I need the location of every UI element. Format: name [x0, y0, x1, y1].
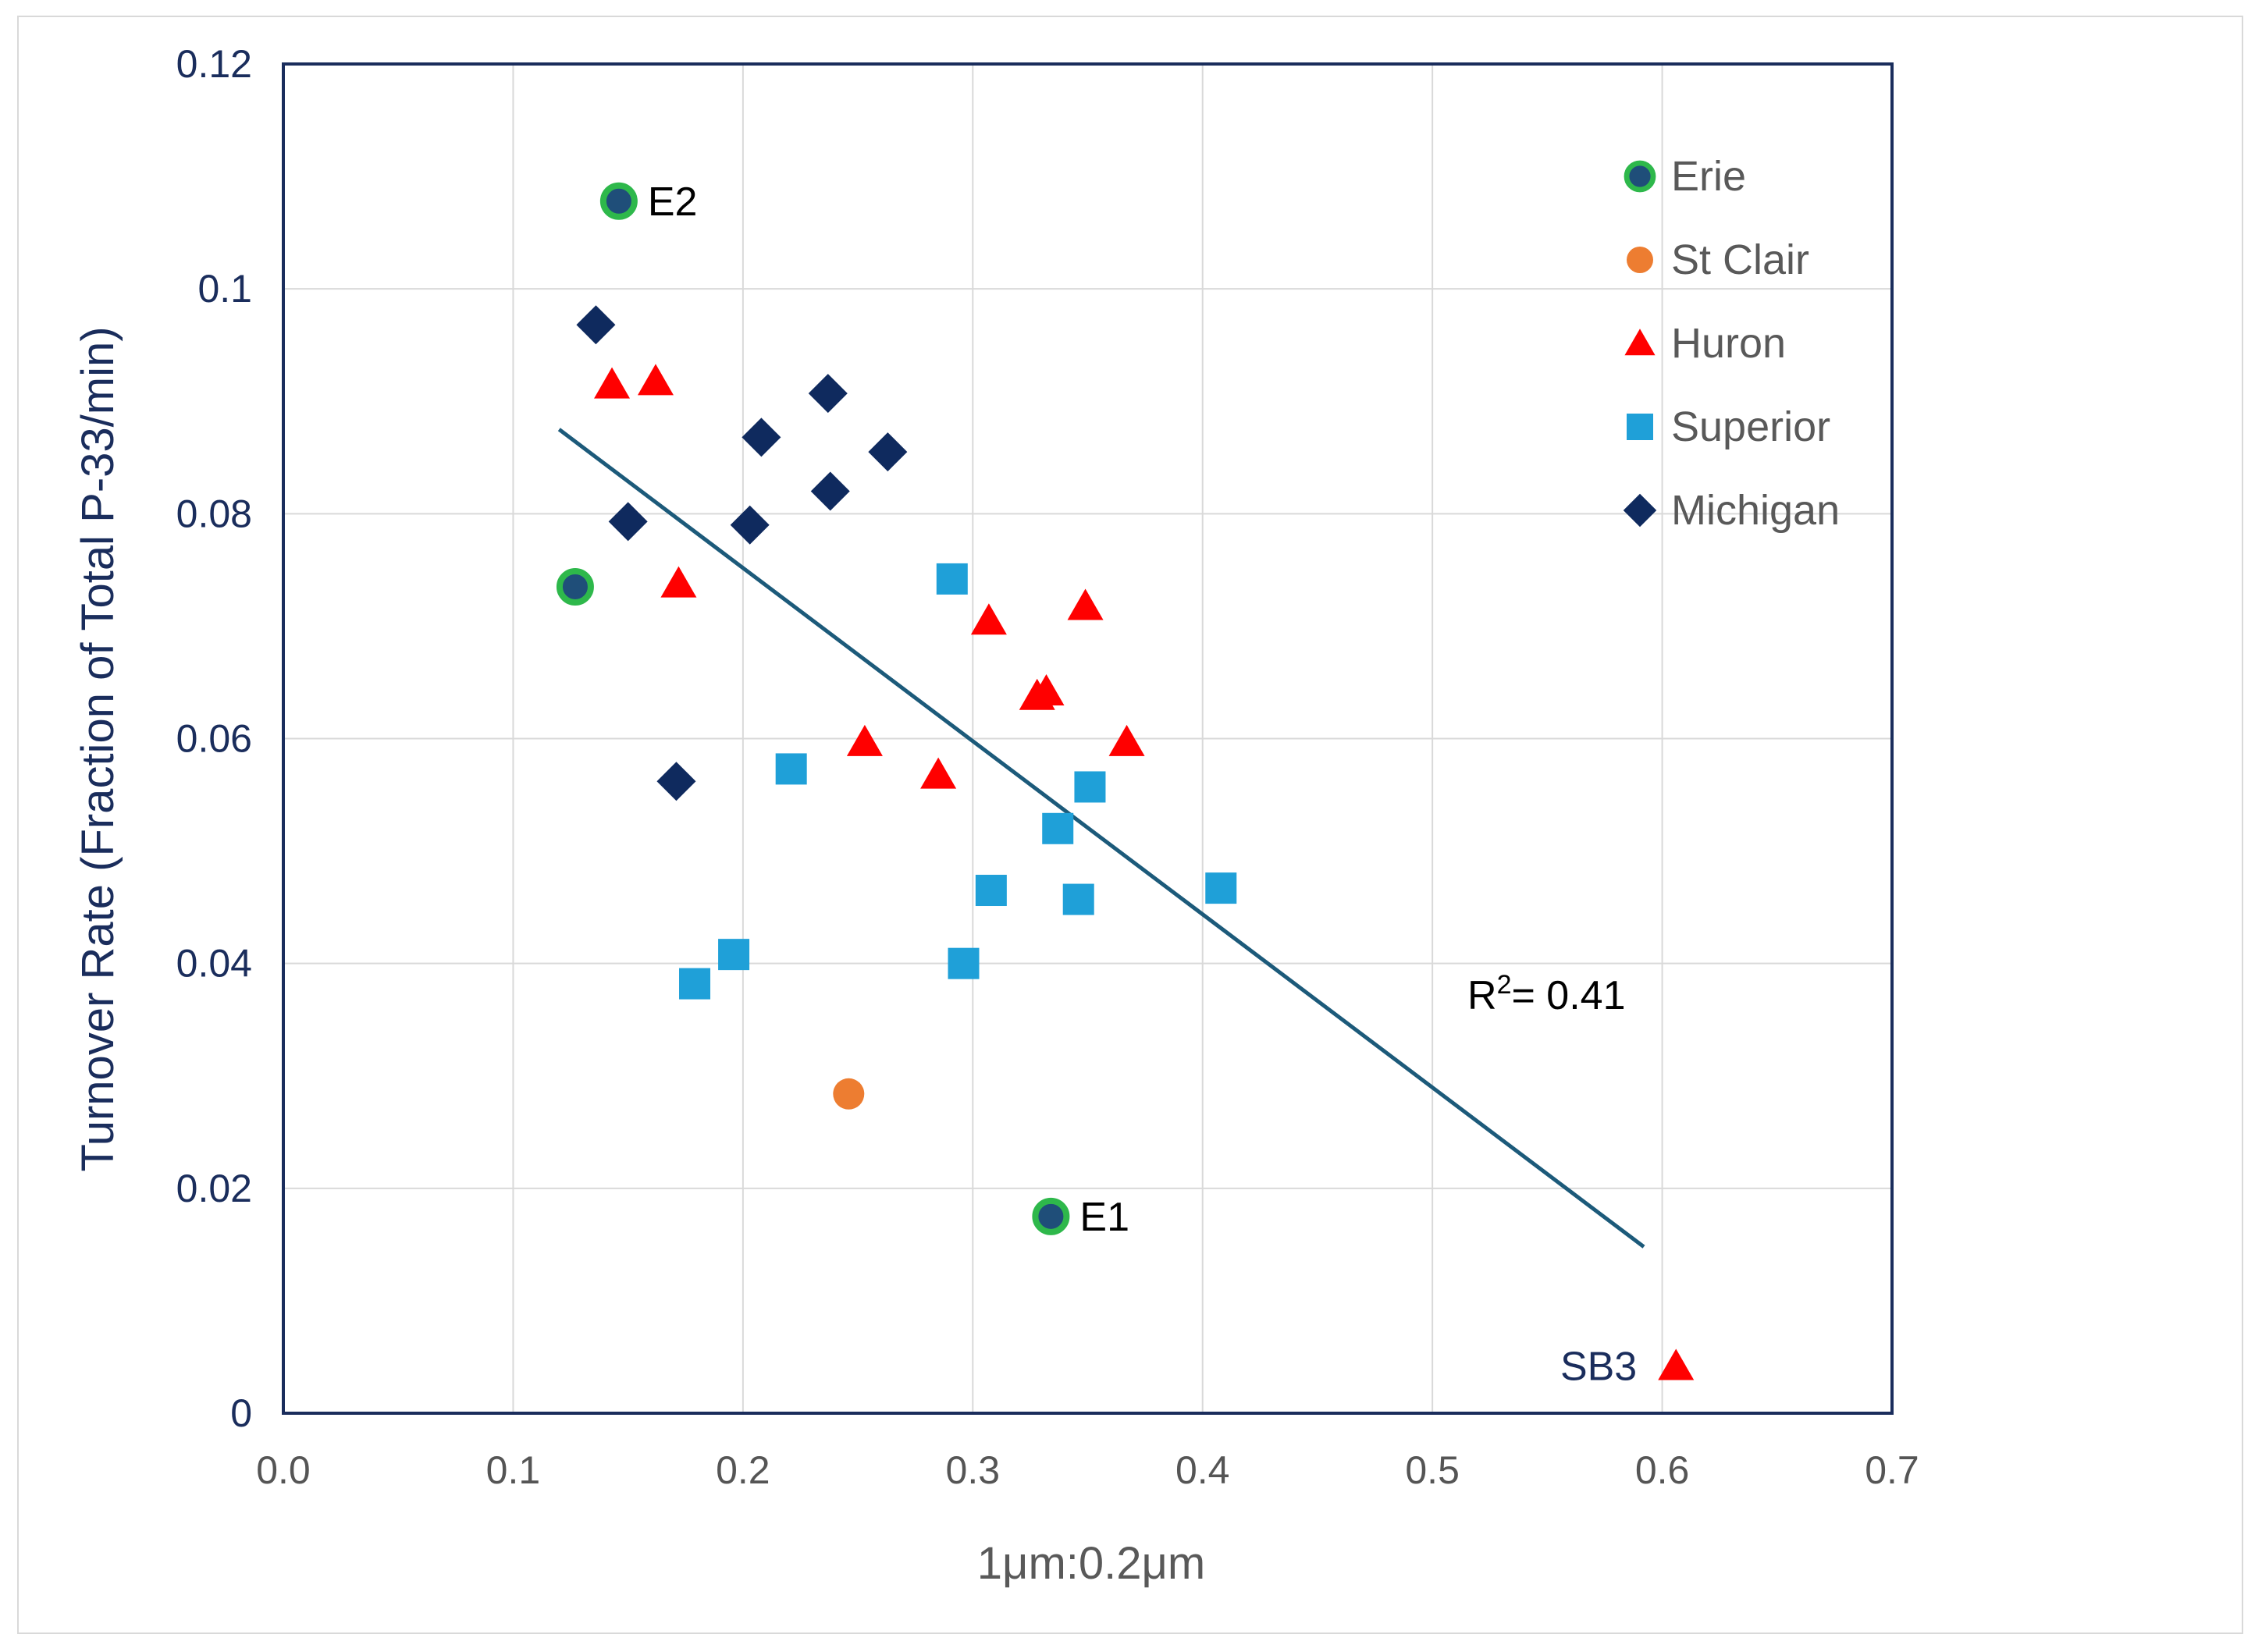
legend-label-erie: Erie [1671, 153, 1746, 200]
legend-label-superior: Superior [1671, 403, 1830, 450]
huron-point [594, 367, 631, 399]
x-tick-label: 0.0 [256, 1448, 311, 1492]
x-tick-label: 0.2 [716, 1448, 770, 1492]
legend-marker-michigan [1623, 493, 1657, 528]
legend-label-michigan: Michigan [1671, 487, 1840, 534]
r-squared-label: R2= 0.41 [1467, 970, 1626, 1018]
legend-marker-st-clair [1627, 247, 1653, 273]
x-axis-title: 1μm:0.2μm [977, 1538, 1205, 1589]
huron-point [1108, 724, 1145, 756]
superior-point [1062, 883, 1094, 915]
x-tick-label: 0.1 [486, 1448, 541, 1492]
huron-point [1067, 588, 1104, 620]
trendline-group [557, 428, 1645, 1249]
legend-marker-erie [1624, 160, 1656, 193]
superior-point [975, 875, 1007, 907]
huron-point [1658, 1348, 1695, 1380]
r-squared-base: R [1467, 973, 1497, 1018]
huron-point [660, 566, 697, 598]
huron-point [1028, 673, 1065, 705]
superior-point [775, 753, 807, 785]
superior-point [718, 939, 750, 971]
y-tick-label: 0.1 [197, 267, 252, 311]
point-annotations: E2 E1 SB3 [648, 179, 1637, 1390]
annotation-e1: E1 [1079, 1195, 1129, 1240]
st-clair-point [833, 1078, 865, 1110]
y-tick-label: 0.04 [176, 942, 252, 986]
annotation-e2: E2 [648, 179, 698, 225]
legend-marker-superior [1627, 414, 1653, 440]
michigan-point [810, 471, 850, 511]
gridlines [283, 64, 1892, 1413]
michigan-point [576, 305, 616, 345]
y-axis-title: Turnover Rate (Fraction of Total P-33/mi… [73, 326, 123, 1171]
x-tick-label: 0.3 [946, 1448, 1001, 1492]
annotation-sb3: SB3 [1560, 1344, 1637, 1389]
erie-point [556, 567, 594, 606]
r-squared-sup: 2 [1497, 970, 1512, 1000]
michigan-point [742, 417, 781, 457]
axes [282, 62, 1894, 1415]
superior-point [948, 947, 980, 979]
michigan-point [608, 502, 648, 542]
y-tick-label: 0.08 [176, 492, 252, 535]
superior-point [936, 563, 968, 595]
huron-point [637, 364, 674, 396]
legend: Erie St Clair Huron Superior Michigan [1623, 153, 1840, 534]
data-points [556, 182, 1695, 1380]
x-tick-label: 0.7 [1865, 1448, 1919, 1492]
x-tick-label: 0.4 [1175, 1448, 1230, 1492]
x-tick-label: 0.6 [1635, 1448, 1690, 1492]
y-tick-label: 0.06 [176, 717, 252, 761]
legend-label-st-clair: St Clair [1671, 236, 1809, 283]
michigan-point [808, 374, 848, 414]
chart-frame [17, 16, 2243, 1634]
r-squared-value: = 0.41 [1511, 973, 1625, 1018]
superior-point [679, 968, 711, 1000]
y-tick-label: 0 [230, 1391, 252, 1435]
legend-label-huron: Huron [1671, 320, 1786, 367]
huron-point [920, 757, 957, 789]
michigan-point [656, 762, 696, 801]
y-tick-label: 0.12 [176, 42, 252, 86]
superior-point [1074, 771, 1106, 803]
x-tick-label: 0.5 [1405, 1448, 1460, 1492]
superior-point [1042, 812, 1074, 844]
erie-point [1032, 1197, 1070, 1235]
plot-area-border [282, 62, 1894, 1415]
y-tick-label: 0.02 [176, 1167, 252, 1210]
superior-point [1205, 872, 1237, 904]
huron-point [970, 603, 1007, 635]
tick-labels: 0 0.02 0.04 0.06 0.08 0.1 0.12 0.0 0.1 0.2 0.3 0.4 0… [176, 42, 1919, 1492]
legend-marker-huron [1624, 329, 1656, 356]
trendline [557, 428, 1645, 1249]
erie-point [599, 182, 638, 220]
huron-point [846, 724, 883, 756]
michigan-point [868, 432, 908, 472]
michigan-point [730, 505, 770, 545]
